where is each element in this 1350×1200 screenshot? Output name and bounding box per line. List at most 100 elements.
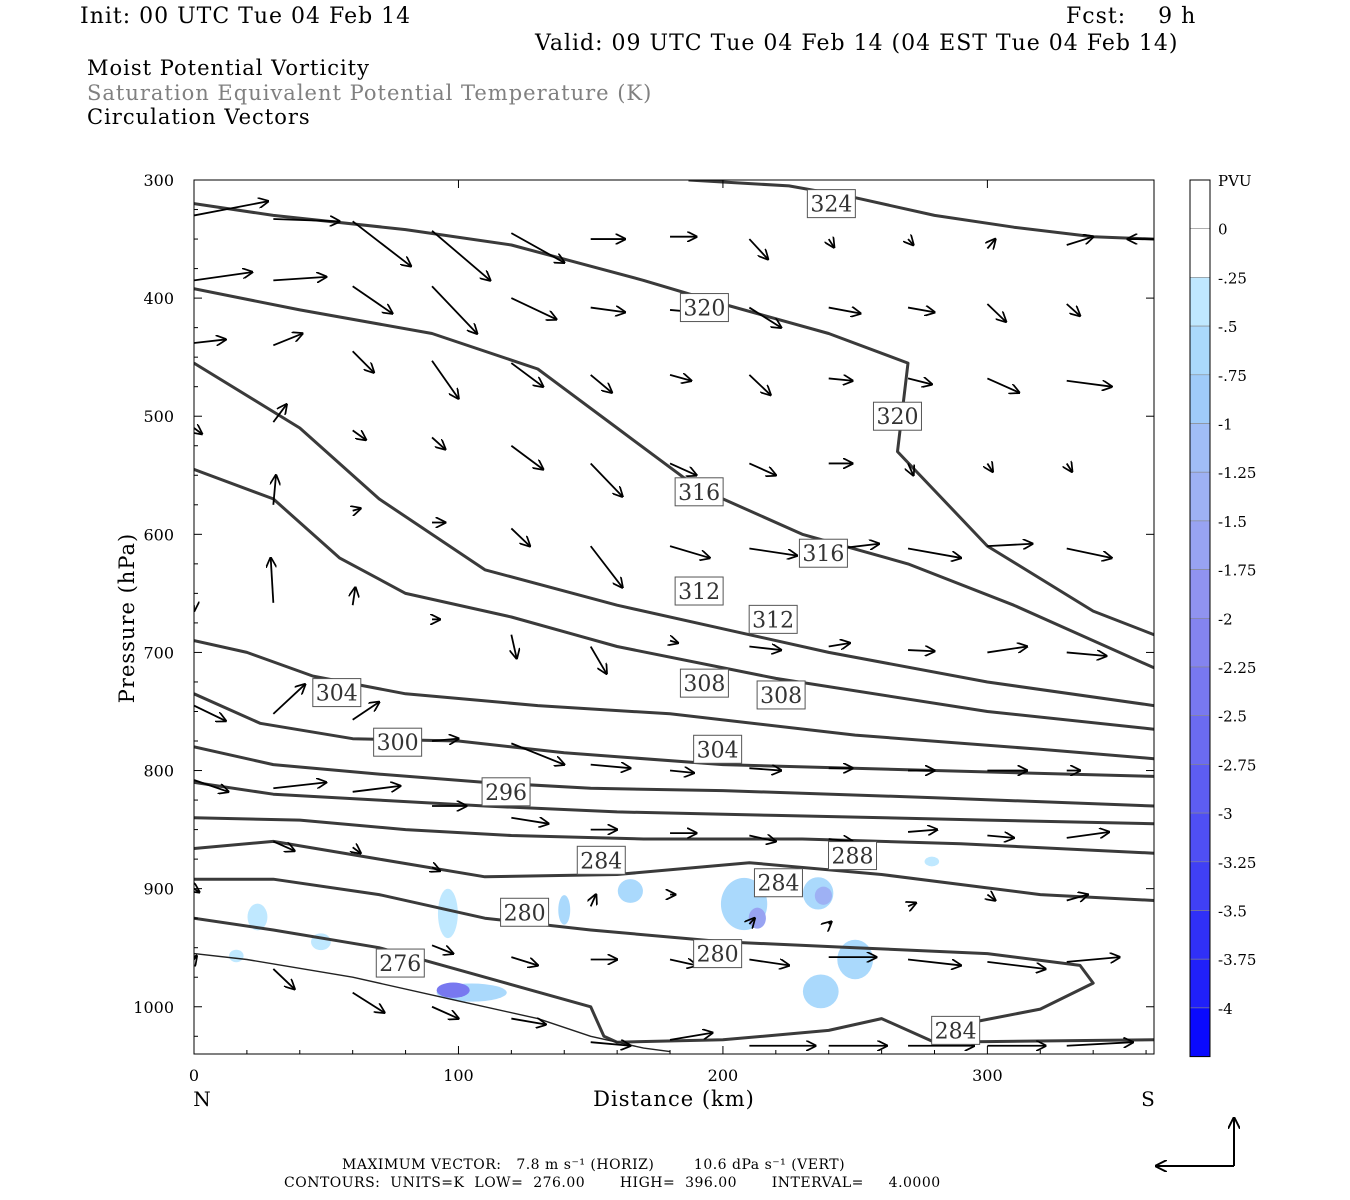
circulation-vector-31 — [669, 375, 691, 381]
circulation-vector-40 — [431, 436, 445, 449]
contour-label-box-0 — [806, 189, 856, 219]
circulation-vector-47 — [987, 463, 992, 471]
circulation-vector-75 — [431, 739, 458, 741]
circulation-vector-110 — [669, 960, 696, 966]
circulation-vector-8 — [829, 239, 834, 247]
theta-es-contour-0 — [688, 180, 1154, 241]
circulation-vector-43 — [669, 462, 696, 475]
circulation-vector-114 — [987, 960, 1045, 969]
circulation-vector-26 — [273, 334, 302, 347]
circulation-vector-16 — [431, 285, 477, 333]
pv-shaded-region-3 — [437, 888, 458, 939]
circulation-vector-84 — [194, 779, 228, 792]
colorbar-box-16 — [1189, 958, 1211, 1009]
circulation-vector-122 — [669, 1033, 712, 1041]
circulation-vector-127 — [1066, 1042, 1133, 1046]
circulation-vector-66 — [670, 641, 678, 643]
colorbar-box-8 — [1189, 569, 1211, 619]
pv-shaded-region-7 — [748, 907, 766, 929]
circulation-vector-118 — [352, 991, 385, 1013]
circulation-vector-20 — [748, 306, 781, 328]
circulation-vector-106 — [1066, 895, 1088, 901]
circulation-vector-50 — [353, 508, 361, 510]
colorbar-level-13: -3.25 — [1218, 854, 1256, 872]
circulation-vector-13 — [194, 272, 252, 282]
circulation-vector-39 — [352, 429, 366, 439]
circulation-vector-28 — [431, 360, 458, 399]
circulation-vector-74 — [194, 704, 226, 721]
circulation-vector-23 — [986, 303, 1006, 322]
y-tick-label-4: 700 — [143, 643, 174, 662]
circulation-vector-7 — [748, 238, 768, 259]
contour-label-1: 320 — [683, 297, 725, 322]
contour-label-13: 284 — [580, 849, 622, 874]
circulation-vector-29 — [510, 362, 543, 387]
contour-label-box-13 — [576, 845, 626, 875]
contour-label-15: 284 — [757, 872, 799, 897]
contour-label-box-4 — [798, 538, 848, 568]
colorbar-box-17 — [1189, 1007, 1211, 1057]
colorbar-frame — [1189, 179, 1211, 1058]
contour-label-17: 280 — [697, 943, 739, 968]
theta-es-contour-9 — [194, 816, 1154, 855]
circulation-vector-3 — [431, 230, 490, 281]
circulation-vector-46 — [908, 463, 913, 475]
y-tick-label-5: 800 — [143, 762, 174, 781]
circulation-vector-17 — [510, 297, 556, 319]
contour-label-3: 316 — [678, 481, 720, 506]
circulation-vector-97 — [272, 840, 294, 850]
circulation-vector-117 — [272, 968, 294, 989]
x-tick-label-0: 0 — [189, 1066, 199, 1085]
circulation-vector-68 — [828, 643, 850, 647]
theta-es-contour-5 — [194, 639, 1154, 761]
theta-es-contour-10 — [194, 839, 1154, 902]
theta-es-contour-11 — [194, 877, 1095, 1032]
circulation-vector-76 — [511, 742, 564, 764]
circulation-vector-54 — [669, 545, 710, 558]
circulation-vector-102 — [749, 918, 754, 924]
theta-es-contour-3 — [194, 361, 1154, 708]
y-tick-label-3: 600 — [143, 525, 174, 544]
y-tick-label-0: 300 — [143, 171, 174, 190]
colorbar-box-7 — [1189, 520, 1211, 570]
contour-label-box-3 — [674, 477, 724, 507]
theta-es-contour-4 — [194, 467, 1154, 731]
colorbar-level-11: -2.75 — [1218, 756, 1256, 774]
circulation-vector-42 — [590, 462, 623, 496]
circulation-vector-10 — [987, 239, 995, 248]
colorbar-box-6 — [1189, 471, 1211, 522]
colorbar-box-5 — [1189, 423, 1211, 473]
circulation-vector-52 — [510, 527, 530, 546]
contour-label-4: 316 — [802, 542, 844, 567]
colorbar-level-0: 0 — [1218, 221, 1228, 239]
contour-label-box-12 — [481, 777, 531, 807]
contour-label-box-18 — [375, 948, 425, 978]
circulation-vector-33 — [828, 378, 853, 380]
circulation-vector-48 — [1067, 463, 1072, 471]
contour-label-box-9 — [312, 678, 362, 708]
init-time: Init: 00 UTC Tue 04 Feb 14 — [80, 4, 412, 29]
circulation-vector-24 — [1066, 303, 1080, 316]
circulation-vector-21 — [828, 308, 861, 314]
colorbar-box-2 — [1189, 277, 1211, 327]
circulation-vector-27 — [352, 350, 374, 372]
contour-label-2: 320 — [876, 405, 918, 430]
contour-label-9: 304 — [316, 682, 358, 707]
circulation-vector-98 — [353, 847, 361, 853]
circulation-vector-77 — [590, 765, 631, 769]
colorbar-box-10 — [1189, 666, 1211, 717]
plot-frame — [193, 179, 1155, 1055]
x-tick-label-1: 100 — [443, 1066, 474, 1085]
contour-label-14: 288 — [832, 845, 874, 870]
contour-label-6: 312 — [752, 608, 794, 633]
circulation-vector-94 — [987, 836, 1013, 838]
circulation-vector-103 — [829, 922, 832, 924]
circulation-vector-49 — [273, 475, 276, 505]
circulation-vector-86 — [352, 786, 401, 793]
pv-shaded-region-12 — [924, 856, 940, 867]
contour-label-12: 296 — [485, 781, 527, 806]
circulation-vector-25 — [194, 339, 226, 343]
contour-label-5: 312 — [678, 580, 720, 605]
field-label-vectors: Circulation Vectors — [87, 105, 311, 129]
